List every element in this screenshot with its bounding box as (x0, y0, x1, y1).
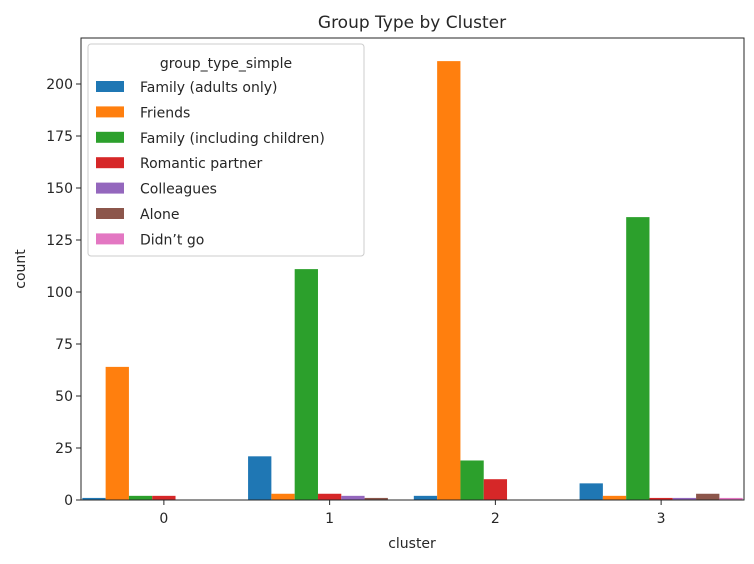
y-tick-label: 25 (55, 441, 73, 457)
bar (364, 497, 388, 500)
legend-label: Friends (140, 105, 190, 121)
x-tick-label: 2 (491, 511, 500, 527)
y-tick-label: 125 (46, 233, 73, 249)
y-tick-label: 200 (46, 77, 73, 93)
bar (579, 483, 603, 500)
legend-label: Colleagues (140, 182, 217, 198)
y-tick-label: 50 (55, 389, 73, 405)
bar (341, 495, 365, 500)
legend-label: Romantic partner (140, 156, 262, 172)
bar (626, 217, 650, 500)
legend-items: Family (adults only) Friends Family (inclu… (96, 80, 325, 248)
bar (82, 497, 106, 500)
bar (602, 495, 627, 500)
bar (483, 479, 508, 500)
y-tick-label: 0 (64, 493, 73, 509)
legend-swatch (96, 131, 124, 143)
legend-swatch (96, 106, 124, 118)
bar (460, 460, 484, 500)
legend-swatch (96, 208, 124, 219)
legend-label: Alone (140, 207, 180, 223)
bar (271, 493, 295, 500)
legend-swatch (96, 81, 124, 92)
y-axis: 0 25 50 75 100 125 150 175 200 (46, 77, 81, 509)
legend-swatch (96, 157, 124, 169)
x-axis: 0 1 2 3 (159, 500, 666, 527)
legend-title: group_type_simple (160, 56, 292, 72)
legend-label: Didn’t go (140, 232, 204, 248)
legend-label: Family (adults only) (140, 80, 278, 96)
chart-title: Group Type by Cluster (318, 13, 506, 33)
y-tick-label: 100 (46, 285, 73, 301)
bar (672, 497, 697, 500)
y-tick-label: 150 (46, 181, 73, 197)
y-tick-label: 175 (46, 129, 73, 145)
legend-swatch (96, 182, 124, 194)
legend-swatch (96, 233, 124, 245)
bar (649, 497, 673, 500)
bar (128, 495, 153, 500)
y-tick-label: 75 (55, 337, 73, 353)
y-axis-label: count (13, 249, 29, 289)
bar (317, 493, 342, 500)
legend-frame (87, 43, 365, 257)
x-axis-label: cluster (388, 536, 436, 552)
plot-frame (80, 37, 745, 501)
legend-label: Family (including children) (140, 131, 325, 147)
bar (437, 61, 461, 501)
x-tick-label: 0 (159, 511, 168, 527)
bar (696, 493, 720, 500)
x-tick-label: 3 (657, 511, 666, 527)
bar (413, 495, 438, 500)
bar (105, 366, 129, 500)
bar (248, 456, 272, 500)
bar (719, 497, 743, 500)
bars-layer (82, 61, 743, 501)
x-tick-label: 1 (325, 511, 334, 527)
bar (294, 269, 318, 500)
legend: group_type_simple Family (adults only) Fr… (87, 43, 365, 257)
bar (152, 495, 176, 500)
